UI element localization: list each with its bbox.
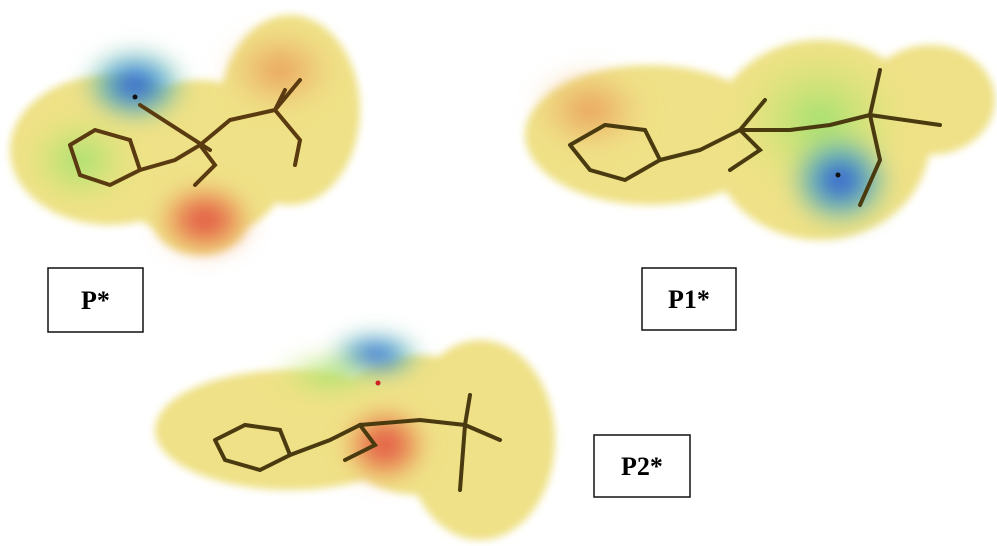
surface-p2 — [155, 330, 555, 540]
figure: P* P1* P2* — [0, 0, 997, 546]
panel-label: P2* — [621, 452, 663, 481]
surface-p — [10, 15, 360, 258]
panel-label: P* — [81, 286, 110, 315]
panel-label: P1* — [668, 285, 710, 314]
surface-p1 — [525, 40, 995, 240]
